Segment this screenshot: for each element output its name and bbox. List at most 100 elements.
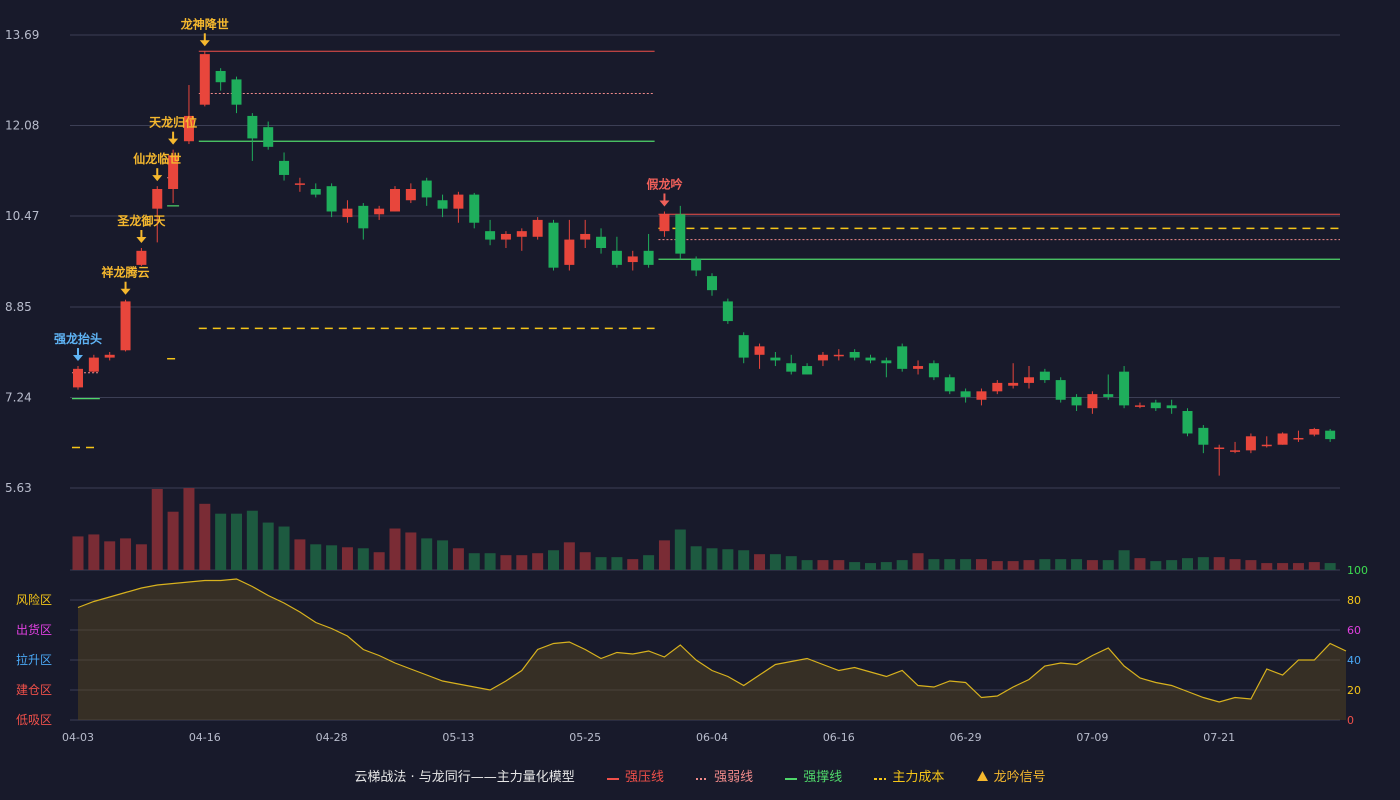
chart-legend: 云梯战法 · 与龙同行——主力量化模型 强压线 强弱线 强撑线 主力成本 龙吟信… xyxy=(0,766,1400,785)
candle-body xyxy=(405,188,416,201)
candle-body xyxy=(611,250,622,265)
candle-body xyxy=(1055,380,1066,400)
x-tick-label: 07-21 xyxy=(1203,731,1235,744)
volume-bar xyxy=(532,553,544,570)
dashed-line-icon xyxy=(874,770,887,785)
candle-body xyxy=(897,346,908,369)
signal-arrow-head xyxy=(168,138,179,145)
volume-bar xyxy=(849,562,861,570)
volume-bar xyxy=(595,557,607,570)
chart-title: 云梯战法 · 与龙同行——主力量化模型 xyxy=(354,770,575,785)
candle-body xyxy=(342,208,353,218)
y-tick-label: 7.24 xyxy=(5,391,32,405)
legend-item-signal[interactable]: 龙吟信号 xyxy=(976,766,1046,785)
volume-bar xyxy=(484,553,496,570)
volume-bar xyxy=(722,549,734,570)
volume-bar xyxy=(231,513,242,570)
oscillator-tick-label: 20 xyxy=(1347,684,1361,697)
signal-arrow-head xyxy=(120,288,131,295)
candle-body xyxy=(215,70,226,83)
volume-bar xyxy=(151,488,163,570)
candle-body xyxy=(1008,382,1019,386)
x-tick-label: 07-09 xyxy=(1076,731,1108,744)
volume-bar xyxy=(468,553,480,570)
candle-body xyxy=(1309,428,1320,435)
volume-bar xyxy=(611,557,623,570)
legend-label: 龙吟信号 xyxy=(993,770,1046,785)
legend-item-support[interactable]: 强撑线 xyxy=(785,766,842,785)
candle-body xyxy=(833,354,844,357)
volume-bar xyxy=(991,561,1003,570)
oscillator-tick-label: 40 xyxy=(1347,654,1361,667)
candle-body xyxy=(247,115,258,139)
signal-label: 圣龙御天 xyxy=(116,213,166,228)
volume-bar xyxy=(769,554,781,570)
volume-bar xyxy=(167,511,179,570)
volume-bar xyxy=(1261,563,1273,570)
candle-body xyxy=(453,194,464,209)
candle-body xyxy=(1182,411,1193,434)
volume-bar xyxy=(944,559,956,570)
volume-bar xyxy=(246,510,258,570)
volume-bar xyxy=(706,548,718,570)
volume-bar xyxy=(262,522,274,570)
candle-body xyxy=(992,382,1003,392)
legend-item-strong-pressure[interactable]: 强压线 xyxy=(606,766,664,785)
candle-body xyxy=(136,250,147,265)
volume-bar xyxy=(865,563,876,570)
candle-body xyxy=(294,183,305,185)
volume-bar xyxy=(294,539,306,570)
volume-bar xyxy=(1150,561,1162,570)
candle-body xyxy=(564,239,575,265)
volume-bar xyxy=(817,560,829,570)
candle-body xyxy=(754,346,765,355)
volume-bar xyxy=(199,503,211,570)
candle-body xyxy=(1119,371,1130,406)
candle-body xyxy=(881,360,892,364)
candle-body xyxy=(263,127,274,147)
candle-body xyxy=(1277,433,1288,445)
volume-bar xyxy=(72,536,84,570)
legend-item-cost[interactable]: 主力成本 xyxy=(874,766,944,785)
volume-bar xyxy=(975,559,987,570)
oscillator-zone-label: 风险区 xyxy=(16,592,52,607)
candle-body xyxy=(1166,405,1177,409)
x-tick-label: 05-25 xyxy=(569,731,601,744)
oscillator-tick-label: 80 xyxy=(1347,594,1361,607)
volume-bar xyxy=(896,560,908,570)
candle-body xyxy=(580,233,591,240)
signal-label: 强龙抬头 xyxy=(54,331,102,346)
volume-bar xyxy=(1245,560,1257,570)
legend-item-weak-pressure[interactable]: 强弱线 xyxy=(696,766,753,785)
volume-bar xyxy=(1292,563,1304,570)
candle-body xyxy=(358,205,369,229)
volume-bar xyxy=(738,550,750,570)
volume-bar xyxy=(1308,562,1320,570)
candle-body xyxy=(770,357,781,361)
volume-bar xyxy=(437,540,449,570)
volume-bar xyxy=(1118,550,1130,570)
candle-body xyxy=(1134,405,1145,407)
oscillator-tick-label: 60 xyxy=(1347,624,1361,637)
candle-body xyxy=(279,160,290,175)
oscillator-tick-label: 100 xyxy=(1347,564,1368,577)
y-tick-label: 5.63 xyxy=(5,481,32,495)
oscillator-zone-label: 出货区 xyxy=(16,622,52,637)
signal-label: 假龙吟 xyxy=(646,176,682,191)
candle-body xyxy=(231,79,242,105)
volume-bar xyxy=(1039,559,1051,570)
volume-bar xyxy=(1197,557,1209,570)
volume-bar xyxy=(104,541,116,570)
candle-body xyxy=(310,188,321,195)
candle-body xyxy=(120,301,131,351)
candle-body xyxy=(152,188,163,209)
candle-body xyxy=(627,256,638,263)
volume-bar xyxy=(1213,557,1225,570)
candle-body xyxy=(1245,436,1256,451)
volume-bar xyxy=(1071,559,1083,570)
y-tick-label: 10.47 xyxy=(5,209,39,223)
volume-bar xyxy=(326,545,338,570)
oscillator-zone-label: 建仓区 xyxy=(16,683,52,697)
candle-body xyxy=(73,368,83,388)
